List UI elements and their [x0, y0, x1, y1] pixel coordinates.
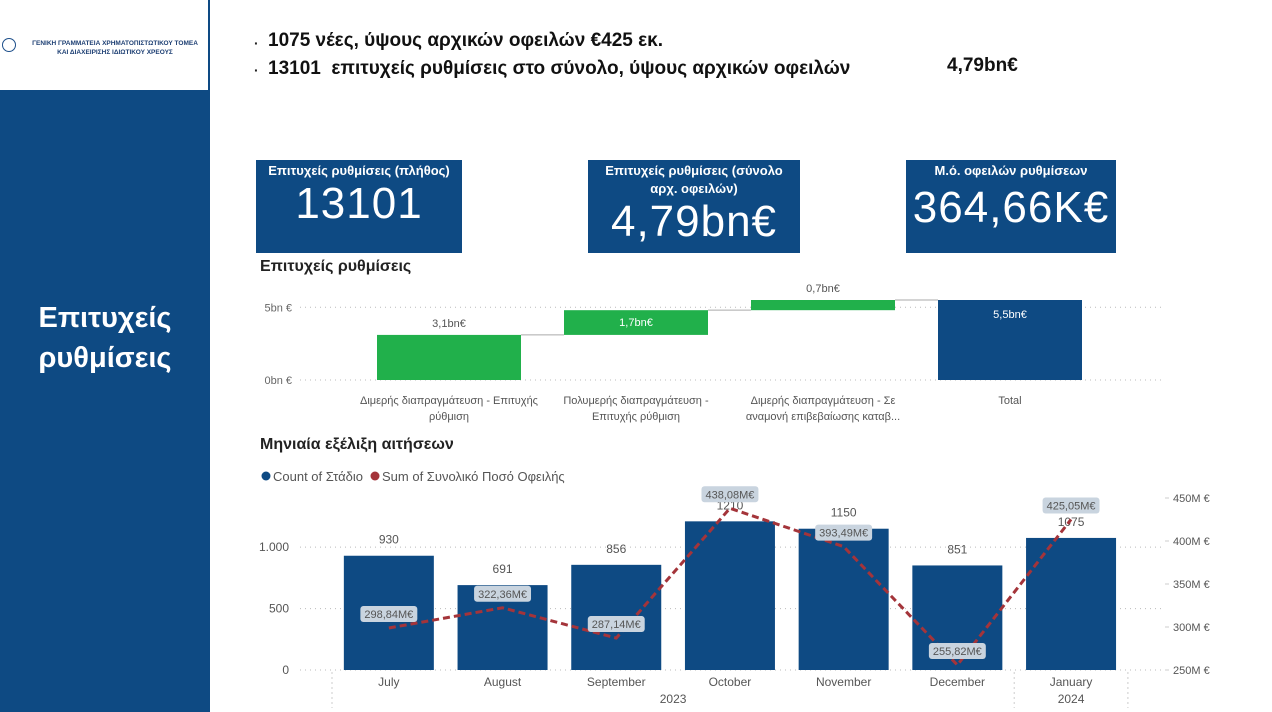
- label-box: [360, 605, 418, 622]
- value-label: 322,36M€: [478, 589, 527, 601]
- bullet-text: 13101 επιτυχείς ρυθμίσεις στο σύνολο, ύψ…: [268, 58, 851, 79]
- bullet-value: 4,79bn€: [947, 55, 1018, 76]
- value-label: 3,1bn€: [432, 318, 466, 330]
- bar: [1026, 537, 1117, 670]
- kpi-value: 364,66K€: [912, 183, 1110, 232]
- y2-tick-label: 250M €: [1173, 665, 1210, 677]
- y2-tick-label: 450M €: [1173, 493, 1210, 505]
- bar: [751, 300, 895, 311]
- bullet-text: 1075 νέες, ύψους αρχικών οφειλών €425 εκ…: [268, 30, 664, 51]
- y2-tick-label: 400M €: [1173, 536, 1210, 548]
- x-tick-label: Διμερής διαπραγμάτευση - Σε αναμονή επιβ…: [745, 395, 901, 423]
- y-tick-label: 5bn €: [264, 302, 292, 314]
- value-label: 0,7bn€: [806, 283, 840, 295]
- kpi-value: 13101: [295, 179, 423, 228]
- group-label: 2024: [1058, 692, 1085, 706]
- value-label: 1075: [1058, 515, 1085, 529]
- x-tick-label: November: [816, 675, 871, 689]
- y-tick-label: 1.000: [259, 540, 289, 554]
- legend-marker: [370, 471, 380, 481]
- total-bar: [938, 300, 1082, 380]
- value-label: 425,05M€: [1047, 500, 1096, 512]
- x-tick-label: Διμερής διαπραγμάτευση - Επιτυχής ρύθμισ…: [360, 395, 538, 423]
- value-label: 438,08M€: [705, 489, 754, 501]
- bullet-dot: ·: [254, 35, 259, 51]
- x-tick-label: July: [378, 675, 399, 689]
- bullet-dot: ·: [254, 62, 259, 78]
- x-tick-label: August: [484, 675, 522, 689]
- y2-tick-label: 300M €: [1173, 622, 1210, 634]
- kpi-card: Μ.ό. οφειλών ρυθμίσεων 364,66K€: [906, 160, 1116, 253]
- legend-label: Sum of Συνολικό Ποσό Οφειλής: [382, 469, 565, 484]
- sidebar-title: Επιτυχείς ρυθμίσεις: [38, 302, 172, 374]
- kpi-label: Μ.ό. οφειλών ρυθμίσεων: [934, 163, 1088, 178]
- x-tick-label: December: [930, 675, 985, 689]
- sidebar: [0, 0, 210, 712]
- x-tick-label: September: [587, 675, 646, 689]
- x-tick-label: Total: [998, 395, 1022, 407]
- value-label: 298,84M€: [364, 609, 413, 621]
- kpi-value: 4,79bn€: [610, 197, 778, 246]
- value-label: 691: [493, 562, 513, 576]
- label-box: [1042, 497, 1100, 514]
- value-label: 930: [379, 533, 399, 547]
- kpi-card: Επιτυχείς ρυθμίσεις (πλήθος) 13101: [256, 160, 462, 253]
- value-label: 393,49M€: [819, 528, 868, 540]
- logo-text: ΓΕΝΙΚΗ ΓΡΑΜΜΑΤΕΙΑ ΧΡΗΜΑΤΟΠΙΣΤΩΤΙΚΟΥ ΤΟΜΕ…: [32, 40, 198, 47]
- kpi-label: Επιτυχείς ρυθμίσεις (πλήθος): [268, 163, 450, 178]
- logo-text: ΚΑΙ ΔΙΑΧΕΙΡΙΣΗΣ ΙΔΙΩΤΙΚΟΥ ΧΡΕΟΥΣ: [57, 49, 173, 56]
- value-label: 851: [947, 542, 967, 556]
- label-box: [701, 486, 759, 503]
- chart-title: Επιτυχείς ρυθμίσεις: [260, 258, 412, 275]
- value-label: 5,5bn€: [993, 309, 1027, 321]
- bar: [564, 310, 708, 335]
- x-tick-label: Πολυμερής διαπραγμάτευση - Επιτυχής ρύθμ…: [563, 395, 709, 423]
- value-label: 287,14M€: [592, 619, 641, 631]
- emblem: [2, 38, 16, 52]
- y2-tick-label: 350M €: [1173, 579, 1210, 591]
- value-label: 1,7bn€: [619, 317, 653, 329]
- group-label: 2023: [660, 692, 687, 706]
- label-box: [587, 616, 645, 633]
- line: [388, 506, 1073, 668]
- value-label: 1150: [831, 506, 857, 520]
- bar: [684, 521, 775, 670]
- value-label: 255,82M€: [933, 646, 982, 658]
- x-tick-label: October: [709, 675, 752, 689]
- legend-marker: [261, 471, 271, 481]
- legend-label: Count of Στάδιο: [273, 469, 363, 484]
- x-tick-label: January: [1050, 675, 1093, 689]
- logo: ΓΕΝΙΚΗ ΓΡΑΜΜΑΤΕΙΑ ΧΡΗΜΑΤΟΠΙΣΤΩΤΙΚΟΥ ΤΟΜΕ…: [0, 0, 208, 90]
- bar: [377, 334, 521, 380]
- y-tick-label: 500: [269, 602, 289, 616]
- value-label: 856: [606, 542, 626, 556]
- kpi-label: Επιτυχείς ρυθμίσεις (σύνολο αρχ. οφειλών…: [605, 163, 783, 196]
- label-box: [474, 585, 532, 602]
- y-tick-label: 0: [282, 663, 289, 677]
- chart-title: Μηνιαία εξέλιξη αιτήσεων: [260, 436, 454, 453]
- label-box: [815, 524, 873, 541]
- y-tick-label: 0bn €: [264, 375, 292, 387]
- kpi-card: Επιτυχείς ρυθμίσεις (σύνολο αρχ. οφειλών…: [588, 160, 800, 253]
- bar: [798, 528, 889, 670]
- label-box: [928, 642, 986, 659]
